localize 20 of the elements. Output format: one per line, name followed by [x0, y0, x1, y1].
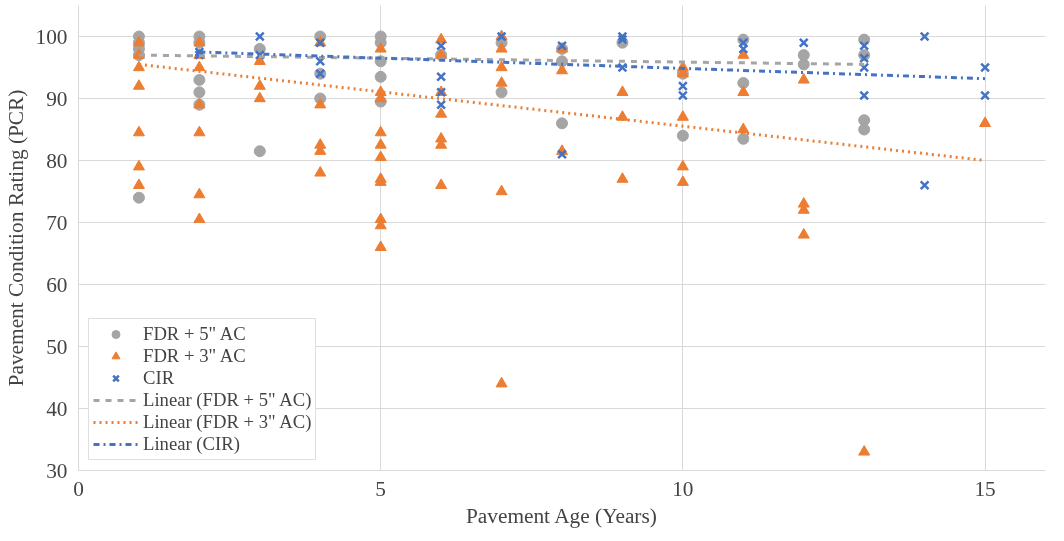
legend-label: Linear (FDR + 3" AC)	[143, 411, 312, 433]
legend-label: FDR + 3" AC	[143, 345, 246, 367]
y-tick-label: 80	[46, 148, 68, 173]
y-tick-label: 100	[35, 24, 68, 49]
y-tick-label: 70	[46, 210, 68, 235]
x-tick-label: 15	[974, 476, 996, 501]
legend-label: CIR	[143, 367, 175, 389]
y-tick-label: 50	[46, 334, 68, 359]
y-tick-label: 40	[46, 396, 68, 421]
x-tick-label: 10	[672, 476, 694, 501]
y-tick-label: 90	[46, 86, 68, 111]
x-axis-title: Pavement Age (Years)	[465, 503, 657, 528]
legend-label: Linear (CIR)	[143, 433, 240, 455]
x-tick-label: 5	[375, 476, 387, 501]
y-tick-label: 30	[46, 458, 68, 483]
legend-label: FDR + 5" AC	[143, 323, 246, 345]
y-axis-title: Pavement Condition Rating (PCR)	[3, 89, 28, 387]
legend-label: Linear (FDR + 5" AC)	[143, 389, 312, 411]
y-tick-label: 60	[46, 272, 68, 297]
x-tick-label: 0	[73, 476, 84, 501]
